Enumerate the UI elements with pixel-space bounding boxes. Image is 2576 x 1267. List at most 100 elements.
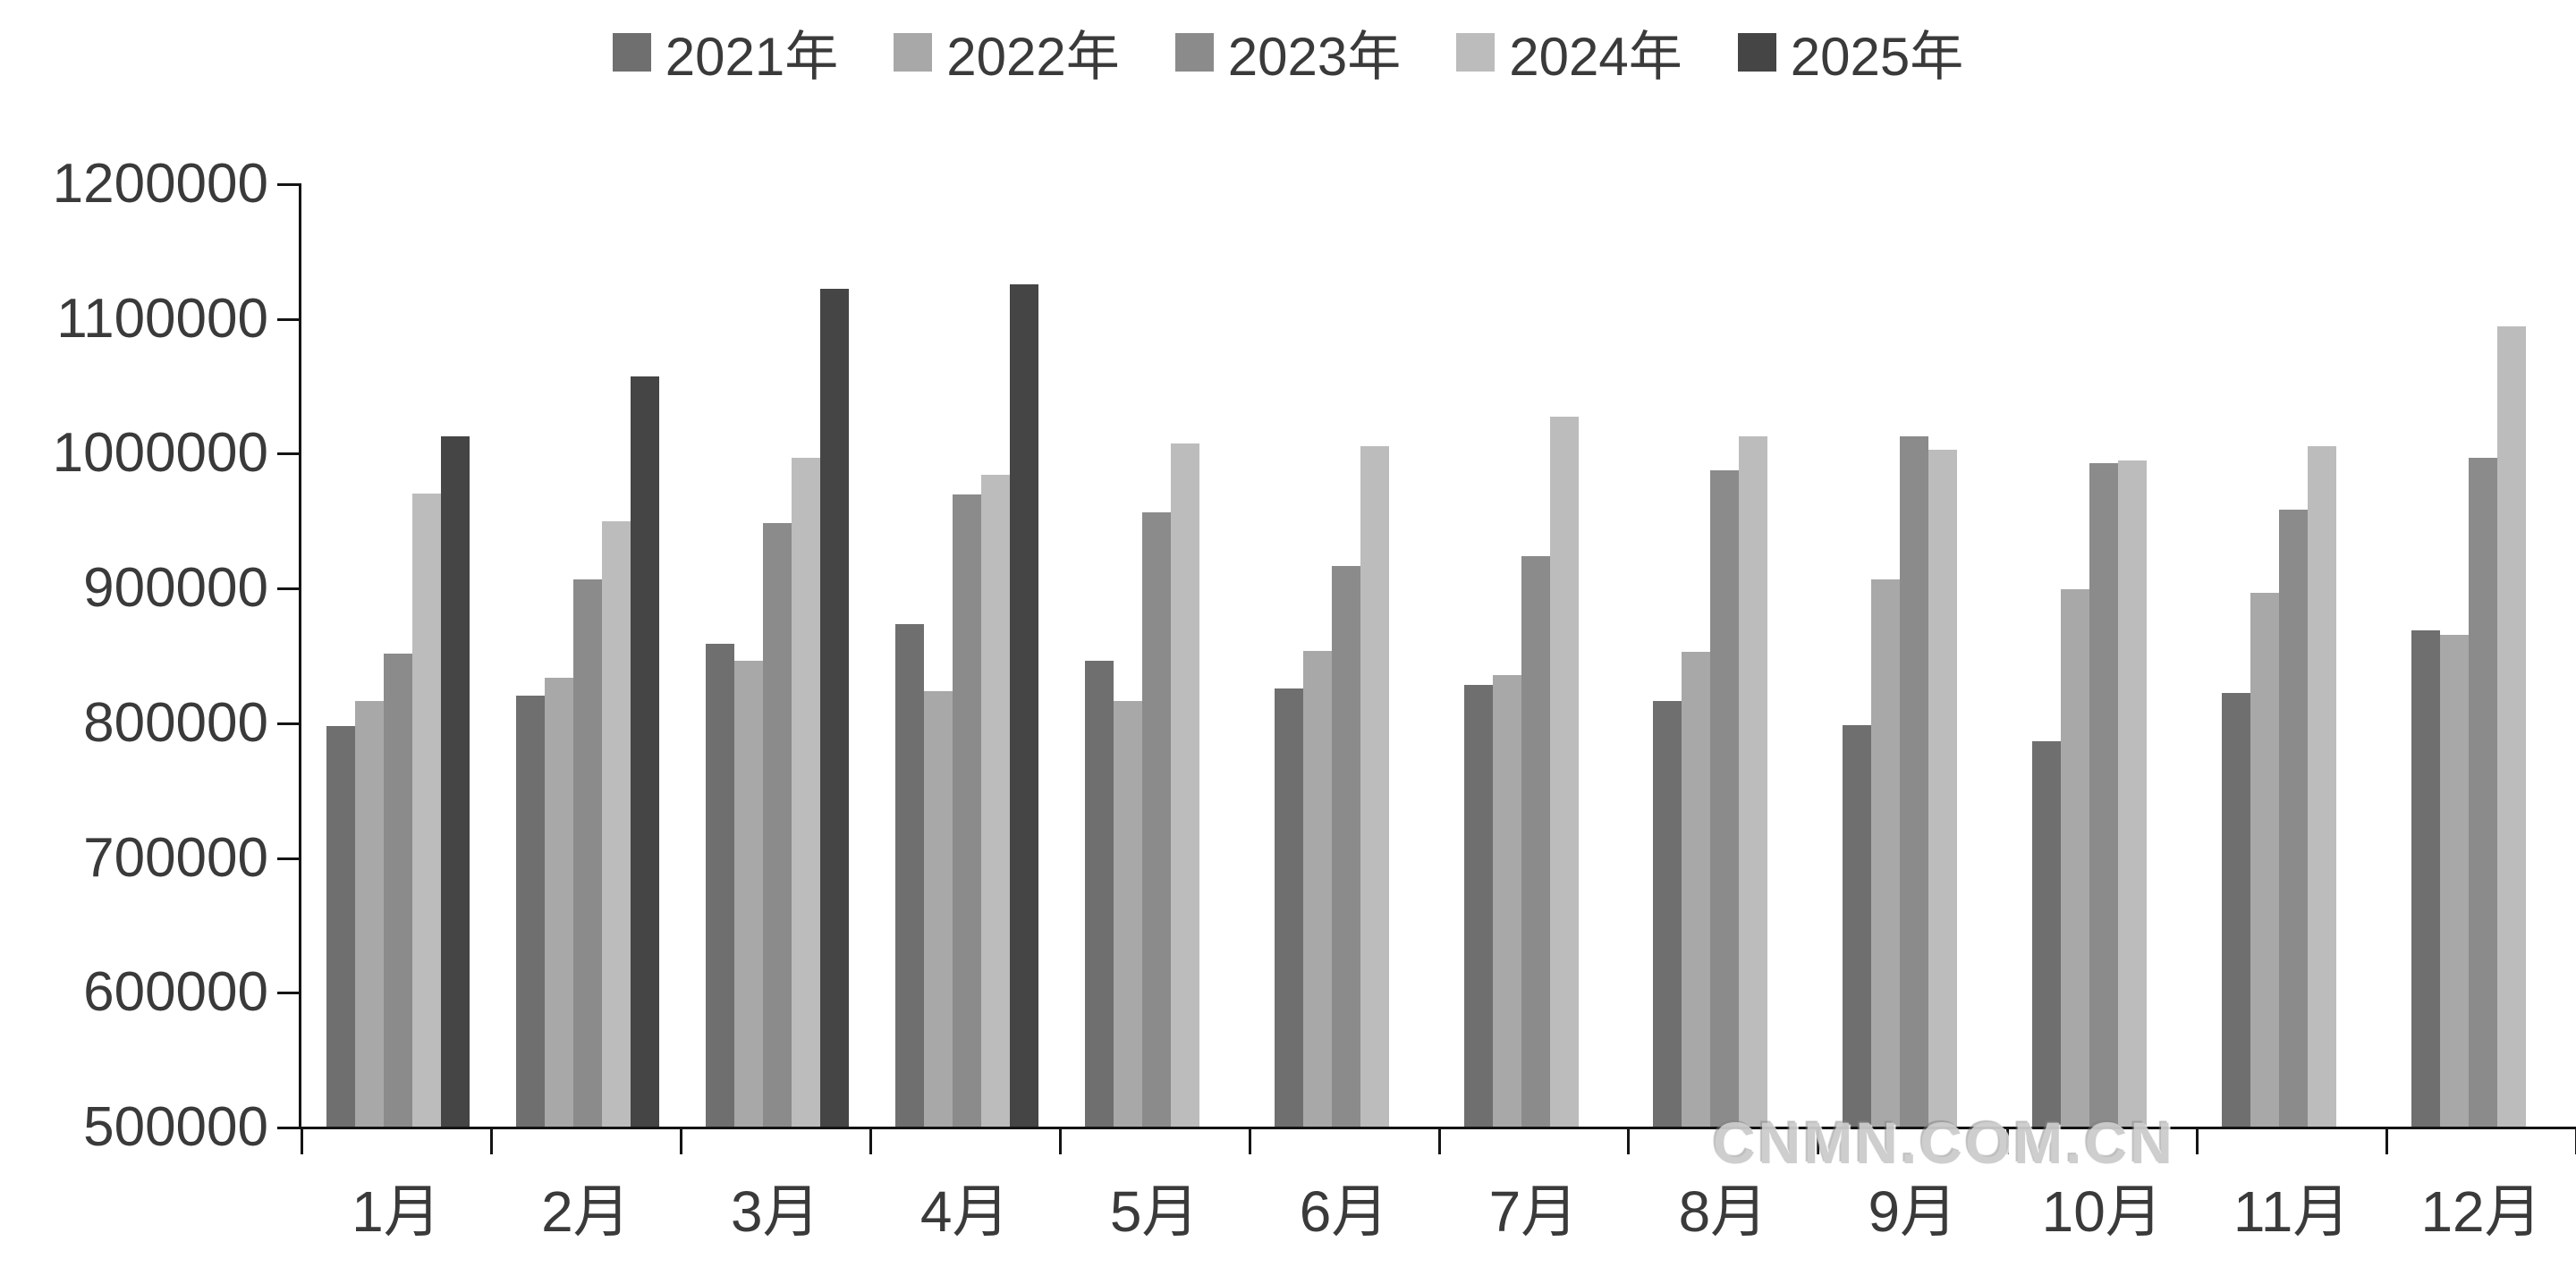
bar-2024年-1月: [412, 493, 441, 1127]
legend-label-2024年: 2024年: [1509, 26, 1682, 87]
x-axis-tick: [1627, 1129, 1631, 1154]
bar-2023年-8月: [1710, 470, 1740, 1127]
y-axis-tick: [277, 587, 299, 591]
bar-2023年-1月: [384, 653, 412, 1127]
bar-2023年-12月: [2469, 458, 2498, 1127]
bar-2023年-5月: [1141, 511, 1171, 1127]
bar-2024年-7月: [1549, 416, 1579, 1127]
bar-2024年-9月: [1928, 450, 1958, 1127]
bar-2021年-1月: [326, 726, 355, 1127]
bar-2022年-12月: [2440, 634, 2470, 1127]
y-axis-tick: [277, 183, 299, 186]
x-axis-tick: [1248, 1129, 1251, 1154]
x-axis-tick: [2006, 1129, 2010, 1154]
y-axis-label: 500000: [83, 1096, 268, 1158]
bar-2021年-3月: [705, 644, 734, 1127]
x-axis-tick: [1817, 1129, 1820, 1154]
x-axis-tick: [1058, 1129, 1062, 1154]
bar-2022年-10月: [2061, 588, 2090, 1127]
x-axis-tick: [679, 1129, 682, 1154]
y-axis-tick: [277, 992, 299, 995]
y-axis-tick: [277, 857, 299, 860]
bar-2023年-11月: [2279, 509, 2309, 1127]
x-axis-label: 7月: [1488, 1179, 1579, 1244]
bar-2023年-2月: [572, 579, 602, 1127]
legend-swatch-icon-2023年: [1174, 32, 1214, 72]
x-axis-label: 1月: [352, 1179, 441, 1244]
legend-swatch-icon-2021年: [612, 32, 651, 72]
bar-2024年-3月: [791, 458, 820, 1127]
bar-2022年-1月: [355, 700, 384, 1127]
bar-2024年-6月: [1360, 445, 1389, 1127]
bar-2021年-2月: [515, 695, 545, 1127]
x-axis-label: 5月: [1109, 1179, 1199, 1244]
bar-2022年-2月: [544, 678, 573, 1127]
bar-2022年-3月: [733, 660, 763, 1127]
legend-label-2023年: 2023年: [1227, 26, 1402, 87]
watermark: CNMN.COM.CN: [1713, 1110, 2175, 1176]
bar-2021年-6月: [1274, 688, 1303, 1127]
y-axis-tick: [277, 452, 299, 456]
y-axis-label: 1200000: [52, 153, 268, 215]
y-axis-label: 1000000: [52, 422, 268, 485]
bar-2024年-5月: [1170, 443, 1199, 1127]
legend-item-2022年: 2022年: [894, 13, 1120, 91]
bar-2024年-8月: [1739, 436, 1768, 1127]
y-axis-tick: [277, 722, 299, 725]
bar-2022年-4月: [923, 691, 953, 1127]
legend-swatch-icon-2022年: [894, 32, 933, 72]
legend-label-2021年: 2021年: [665, 26, 839, 87]
bar-2022年-6月: [1302, 650, 1332, 1127]
x-axis-label: 4月: [919, 1179, 1010, 1244]
x-axis-label: 6月: [1299, 1179, 1389, 1244]
x-axis-tick: [2196, 1129, 2199, 1154]
legend-item-2023年: 2023年: [1174, 13, 1402, 91]
bar-2025年-1月: [441, 436, 470, 1127]
bar-2021年-4月: [894, 623, 924, 1127]
bar-2024年-4月: [980, 474, 1010, 1127]
y-axis-label: 800000: [83, 691, 268, 754]
bar-2021年-10月: [2032, 740, 2062, 1127]
bar-2025年-3月: [819, 288, 849, 1127]
y-axis-label: 900000: [83, 557, 268, 620]
bar-2023年-4月: [952, 494, 981, 1127]
x-axis-label: 8月: [1678, 1179, 1768, 1244]
x-axis-label: 2月: [541, 1179, 631, 1244]
y-axis-label: 1100000: [56, 287, 268, 350]
legend-item-2021年: 2021年: [612, 13, 839, 91]
bar-2022年-7月: [1492, 675, 1521, 1127]
bar-2021年-8月: [1653, 700, 1682, 1127]
bar-2024年-10月: [2118, 460, 2148, 1127]
bar-2023年-9月: [1900, 436, 1929, 1127]
x-axis-tick: [489, 1129, 493, 1154]
bar-2023年-10月: [2089, 463, 2119, 1127]
bar-2024年-2月: [601, 521, 631, 1127]
legend-swatch-icon-2025年: [1737, 32, 1776, 72]
bar-2021年-11月: [2222, 692, 2251, 1127]
bar-2022年-8月: [1682, 652, 1711, 1127]
legend: 2021年 2022年 2023年 2024年 2025年: [0, 16, 2576, 88]
x-axis-label: 10月: [2041, 1179, 2163, 1244]
x-axis-label: 11月: [2233, 1179, 2351, 1244]
legend-label-2022年: 2022年: [946, 26, 1120, 87]
bar-2022年-11月: [2250, 593, 2280, 1127]
y-axis-label: 600000: [83, 961, 268, 1024]
legend-item-2024年: 2024年: [1456, 13, 1682, 91]
bar-2023年-7月: [1521, 556, 1550, 1127]
bar-2021年-5月: [1084, 660, 1114, 1127]
bar-2021年-9月: [1843, 724, 1872, 1127]
y-axis-label: 700000: [83, 826, 268, 889]
bar-2021年-7月: [1463, 684, 1493, 1127]
x-axis-tick: [2385, 1129, 2389, 1154]
bar-2021年-12月: [2411, 630, 2441, 1127]
x-axis-label: 9月: [1868, 1179, 1958, 1244]
legend-label-2025年: 2025年: [1790, 26, 1964, 87]
bar-2024年-11月: [2308, 445, 2337, 1127]
y-axis-tick: [277, 317, 299, 321]
x-axis-tick: [301, 1129, 303, 1154]
x-axis-label: 12月: [2420, 1179, 2542, 1244]
bar-2023年-6月: [1331, 566, 1360, 1127]
bar-2025年-4月: [1009, 284, 1038, 1127]
legend-swatch-icon-2024年: [1456, 32, 1496, 72]
